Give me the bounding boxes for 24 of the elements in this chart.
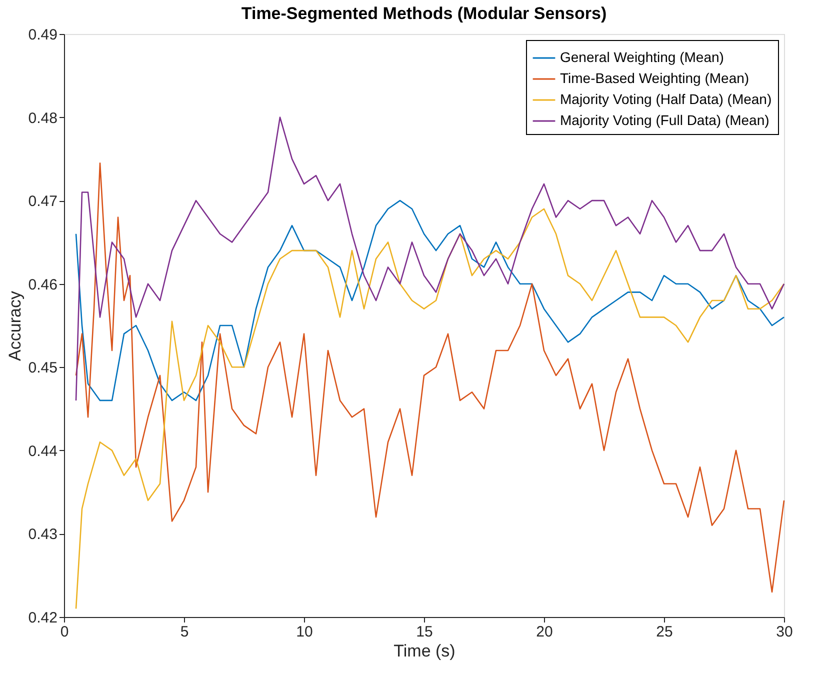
legend-label: Time-Based Weighting (Mean)	[560, 70, 750, 86]
y-tick-label: 0.49	[28, 26, 58, 44]
y-tick-label: 0.45	[28, 360, 58, 377]
x-tick-label: 20	[536, 624, 553, 640]
y-tick-label: 0.43	[28, 526, 58, 544]
legend-label: Majority Voting (Half Data) (Mean)	[560, 91, 772, 107]
x-tick-label: 30	[776, 624, 793, 640]
chart-title: Time-Segmented Methods (Modular Sensors)	[241, 4, 607, 23]
y-tick-label: 0.44	[28, 442, 58, 460]
y-tick-label: 0.42	[28, 610, 58, 626]
x-tick-label: 25	[656, 624, 673, 640]
x-tick-label: 0	[60, 624, 69, 640]
legend-label: Majority Voting (Full Data) (Mean)	[560, 112, 770, 128]
y-axis-title: Accuracy	[5, 290, 24, 361]
y-tick-label: 0.47	[28, 193, 58, 210]
y-tick-label: 0.48	[28, 110, 58, 127]
y-tick-label: 0.46	[28, 276, 58, 294]
x-tick-label: 5	[180, 624, 189, 640]
line-series	[75, 200, 785, 402]
line-series	[75, 116, 785, 402]
x-tick-label: 15	[416, 624, 433, 640]
x-tick-label: 10	[296, 624, 313, 640]
x-axis-title: Time (s)	[394, 642, 456, 660]
legend-label: General Weighting (Mean)	[560, 49, 724, 65]
